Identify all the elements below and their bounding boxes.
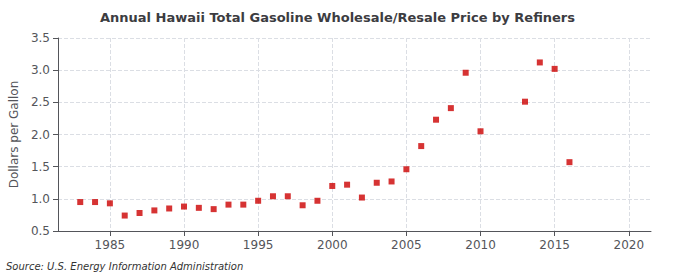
- svg-text:1.5: 1.5: [31, 160, 50, 174]
- svg-text:1990: 1990: [169, 238, 200, 252]
- svg-text:1985: 1985: [95, 238, 126, 252]
- svg-text:Source: U.S. Energy Informatio: Source: U.S. Energy Information Administ…: [6, 261, 243, 272]
- svg-text:2.0: 2.0: [31, 128, 50, 142]
- svg-text:2.5: 2.5: [31, 95, 50, 109]
- svg-text:2015: 2015: [539, 238, 570, 252]
- svg-text:3.5: 3.5: [31, 31, 50, 45]
- svg-text:2020: 2020: [613, 238, 644, 252]
- svg-text:2005: 2005: [391, 238, 422, 252]
- svg-text:Annual Hawaii Total Gasoline W: Annual Hawaii Total Gasoline Wholesale/R…: [100, 10, 575, 25]
- svg-text:1995: 1995: [243, 238, 274, 252]
- svg-text:3.0: 3.0: [31, 63, 50, 77]
- svg-text:0.5: 0.5: [31, 224, 50, 238]
- svg-text:1.0: 1.0: [31, 192, 50, 206]
- svg-text:2010: 2010: [465, 238, 496, 252]
- svg-text:2000: 2000: [317, 238, 348, 252]
- svg-text:Dollars per Gallon: Dollars per Gallon: [7, 81, 21, 189]
